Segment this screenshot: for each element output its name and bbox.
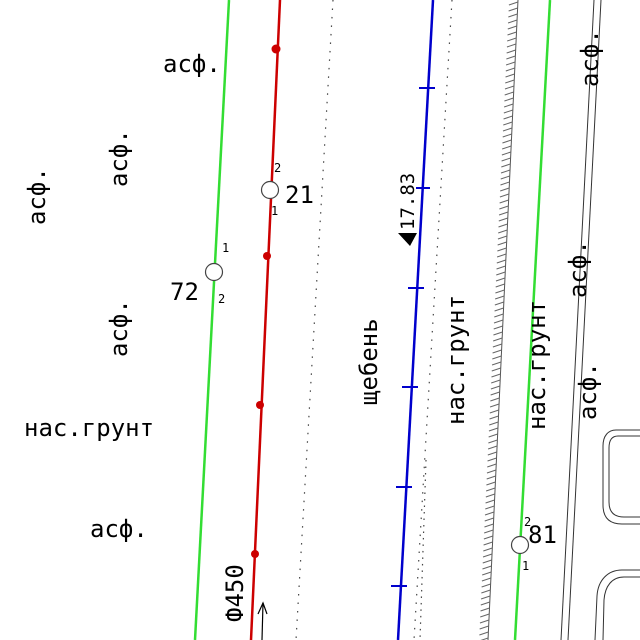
soil-label: нас.грунт — [523, 300, 551, 430]
asph-label: асф. — [105, 299, 133, 357]
point-81-number: 81 — [528, 521, 557, 549]
asph-label: асф. — [90, 515, 148, 543]
point-72-number: 72 — [170, 278, 199, 306]
point-72-label-a: 1 — [222, 241, 229, 255]
survey-point-81[interactable]: 2 1 81 — [510, 515, 557, 573]
asph-label: асф. — [163, 50, 221, 78]
soil-label: нас.грунт — [24, 414, 154, 442]
point-81-label-a: 2 — [524, 515, 531, 529]
asph-label: асф. — [576, 29, 604, 87]
pipe-diameter-label: Ф450 — [221, 564, 249, 622]
red-pipe-nodes — [251, 44, 281, 558]
point-21-number: 21 — [285, 181, 314, 209]
survey-point-72[interactable]: 1 2 72 — [170, 241, 229, 306]
asph-label: асф. — [574, 362, 602, 420]
elevation-label: 17.83 — [397, 173, 419, 230]
blue-line — [396, 0, 435, 640]
green-line — [513, 0, 552, 640]
road-edge-lines — [560, 0, 640, 640]
blue-line-ticks — [391, 87, 435, 587]
down-triangle-icon — [398, 233, 417, 246]
green-line — [193, 0, 231, 640]
point-72-label-b: 2 — [218, 292, 225, 306]
point-21-label-b: 1 — [271, 204, 278, 218]
asph-label: асф. — [105, 129, 133, 187]
dotted-line — [295, 0, 334, 640]
soil-label: нас.грунт — [442, 295, 470, 425]
gravel-label: щебень — [355, 318, 383, 405]
survey-point-21[interactable]: 2 1 21 — [260, 161, 314, 218]
asph-label: асф. — [564, 240, 592, 298]
hatched-border — [479, 0, 519, 640]
point-21-label-a: 2 — [274, 161, 281, 175]
dotted-line — [419, 459, 427, 640]
point-81-label-b: 1 — [522, 559, 529, 573]
up-arrow-icon — [257, 601, 268, 640]
asph-label: асф. — [23, 167, 51, 225]
red-pipe-line — [249, 0, 282, 640]
